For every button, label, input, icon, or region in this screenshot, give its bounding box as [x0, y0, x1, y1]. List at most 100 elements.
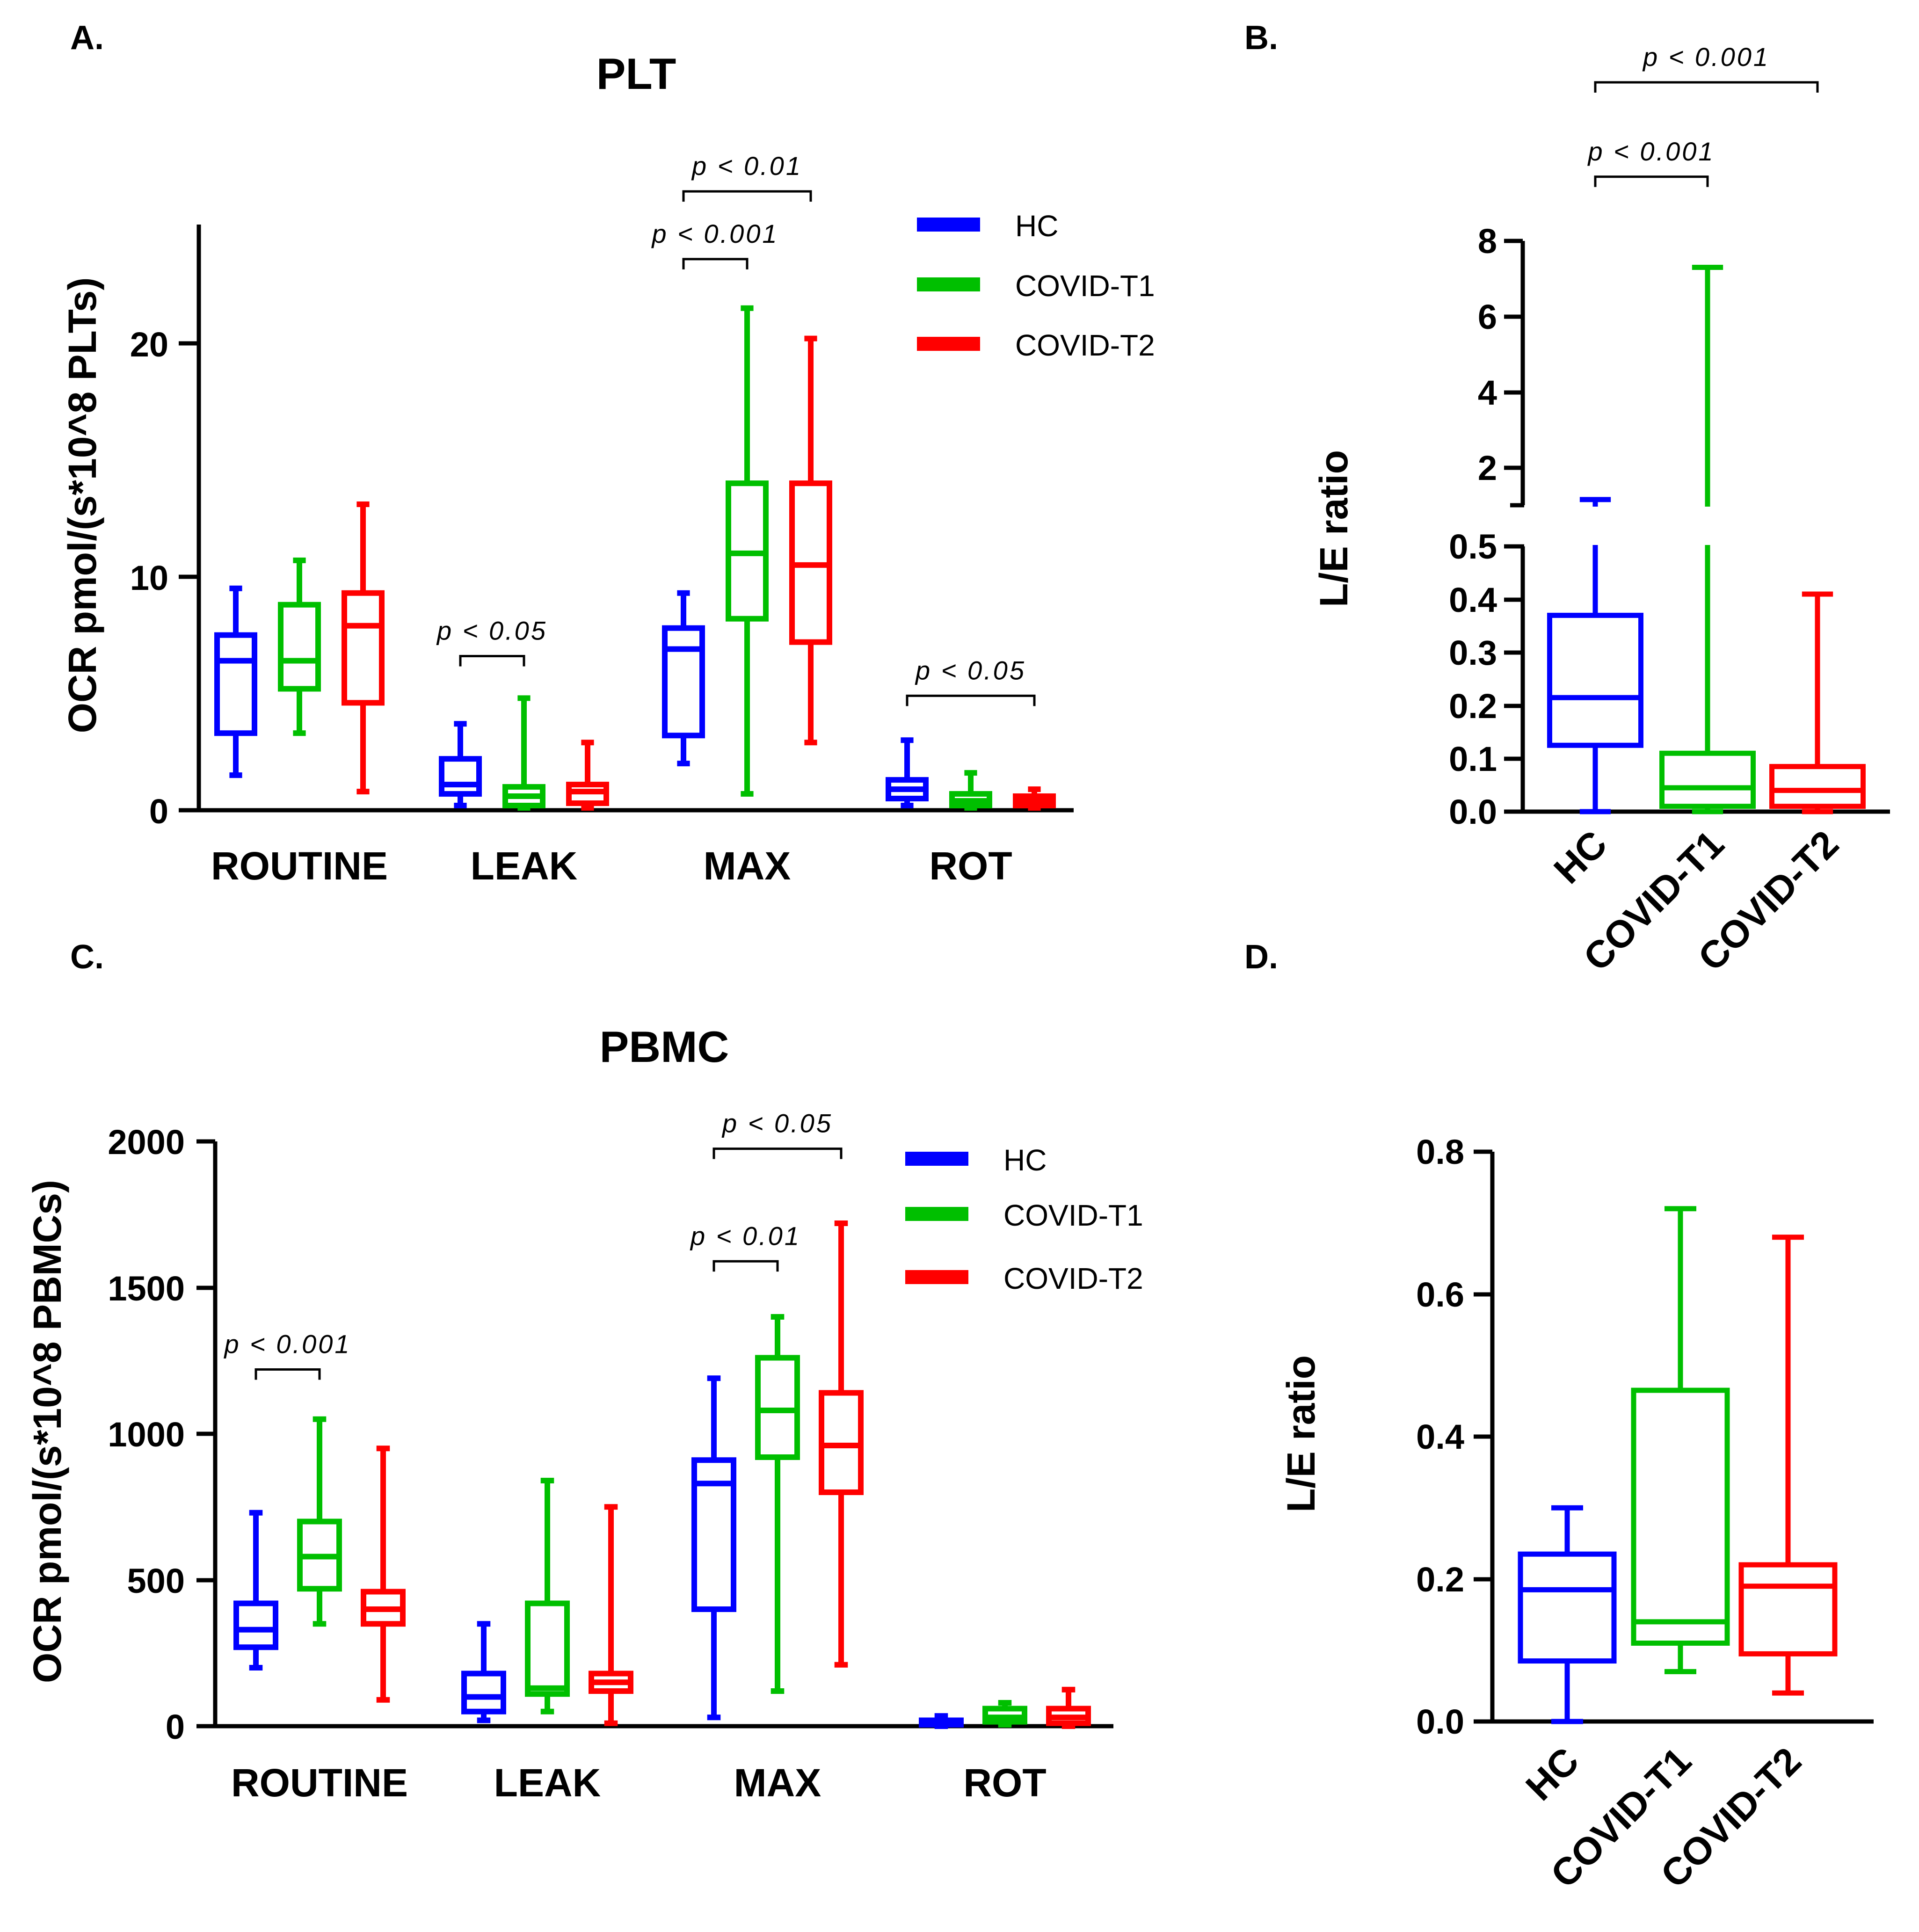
legend-swatch-covid-t2 [917, 337, 980, 351]
axis-break-gap [1526, 507, 1882, 545]
significance-bracket: p < 0.001 [1587, 137, 1715, 187]
box [662, 625, 705, 739]
box [342, 590, 385, 706]
box-plot [886, 737, 929, 809]
box [1631, 1387, 1730, 1646]
box [233, 1600, 278, 1650]
y-tick-label: 0 [166, 1707, 185, 1746]
y-tick: 0 [166, 1707, 215, 1746]
bracket-line [459, 655, 525, 667]
y-tick: 1500 [108, 1269, 215, 1308]
x-tick-label: ROT [963, 1761, 1046, 1805]
y-tick-label: 10 [130, 559, 168, 597]
box-plot [982, 1700, 1027, 1728]
y-tick-label: 2000 [108, 1123, 185, 1162]
box [461, 1671, 506, 1714]
legend: HC COVID-T1 COVID-T2 [917, 209, 1155, 362]
significance-bracket: p < 0.01 [682, 151, 812, 202]
box [525, 1600, 570, 1697]
p-value-label: p < 0.05 [721, 1109, 833, 1138]
legend-swatch-covid-t1 [905, 1207, 968, 1221]
box-plot [1547, 497, 1643, 814]
bracket-line [682, 190, 812, 202]
y-tick-label: 1000 [108, 1415, 185, 1454]
y-tick: 0.4 [1449, 581, 1523, 619]
y-tick-label: 500 [127, 1562, 185, 1600]
box-plot [726, 305, 769, 797]
y-tick: 0.5 [1449, 527, 1523, 566]
y-tick-label: 0.3 [1449, 633, 1497, 672]
box-plot [919, 1713, 964, 1729]
panel-b: B. L/E ratio 0.0 0.1 0.2 0.3 0.4 0.5 2 4… [1244, 19, 1890, 979]
box-plot [233, 1510, 278, 1671]
box-plot [789, 335, 832, 746]
y-tick-label: 2 [1478, 449, 1497, 487]
x-tick-label: MAX [704, 844, 791, 888]
x-tick-label: LEAK [494, 1761, 601, 1805]
x-tick-label: HC [1546, 822, 1615, 892]
box [1769, 764, 1866, 809]
y-tick: 0.2 [1449, 687, 1523, 726]
y-tick: 20 [130, 325, 199, 364]
y-tick-label: 0.4 [1449, 581, 1497, 619]
box-plot [662, 590, 705, 767]
y-tick-label: 0.6 [1416, 1275, 1464, 1314]
y-tick-label: 6 [1478, 298, 1497, 336]
box-plot [1631, 1206, 1730, 1674]
y-axis-label: OCR pmol/(s*10^8 PBMCs) [25, 1180, 69, 1683]
legend: HC COVID-T1 COVID-T2 [905, 1143, 1143, 1295]
p-value-label: p < 0.01 [691, 151, 802, 181]
legend-item: HC [905, 1143, 1047, 1177]
panel-label: D. [1244, 938, 1278, 976]
box [819, 1390, 864, 1495]
x-tick-label: ROT [929, 844, 1012, 888]
box-plot [342, 501, 385, 795]
y-tick-label: 0.0 [1449, 792, 1497, 831]
chart-title: PLT [596, 49, 676, 98]
y-tick-label: 0.2 [1449, 687, 1497, 726]
y-tick: 0.8 [1416, 1133, 1492, 1171]
y-tick-label: 8 [1478, 222, 1497, 261]
y-axis-label: L/E ratio [1279, 1355, 1323, 1512]
y-tick: 500 [127, 1562, 215, 1600]
box-plot [819, 1220, 864, 1668]
box-plot [755, 1314, 800, 1694]
y-axis-label: L/E ratio [1312, 450, 1356, 607]
p-value-label: p < 0.05 [436, 616, 547, 646]
box [1738, 1562, 1838, 1656]
bracket-line [254, 1368, 321, 1380]
y-tick: 0.3 [1449, 633, 1523, 672]
x-tick-label: LEAK [471, 844, 578, 888]
y-tick-label: 20 [130, 325, 168, 364]
p-value-label: p < 0.001 [1642, 42, 1770, 72]
plot-area: p < 0.05 p < 0.001 p < 0.01 p < 0.05 [214, 151, 1056, 811]
box-plot [502, 695, 545, 811]
x-tick-label: ROUTINE [211, 844, 388, 888]
y-tick: 0 [149, 792, 199, 831]
panel-label: B. [1244, 19, 1278, 57]
bracket-line [682, 258, 749, 269]
panel-label: A. [70, 19, 104, 57]
box-plot [278, 557, 321, 736]
p-value-label: p < 0.01 [690, 1221, 801, 1250]
y-tick-label: 1500 [108, 1269, 185, 1308]
y-tick-label: 0.1 [1449, 740, 1497, 778]
significance-bracket: p < 0.05 [712, 1109, 843, 1159]
box-plot [1013, 786, 1056, 811]
legend-item: COVID-T1 [905, 1198, 1143, 1232]
p-value-label: p < 0.001 [1587, 137, 1715, 166]
plot-area: p < 0.001 p < 0.01 p < 0.05 [223, 1109, 1091, 1729]
y-tick: 0.6 [1416, 1275, 1492, 1314]
y-tick: 8 [1478, 222, 1523, 261]
box-plot [589, 1504, 633, 1726]
legend-label: HC [1015, 209, 1058, 243]
y-tick: 0.0 [1449, 792, 1523, 831]
plot-area: p < 0.001 p < 0.001 [1526, 42, 1882, 814]
y-tick: 0.1 [1449, 740, 1523, 778]
box-plot [461, 1621, 506, 1723]
y-tick: 2000 [108, 1123, 215, 1162]
box [1659, 750, 1756, 809]
y-tick-label: 0.4 [1416, 1417, 1464, 1456]
box [1518, 1551, 1617, 1664]
